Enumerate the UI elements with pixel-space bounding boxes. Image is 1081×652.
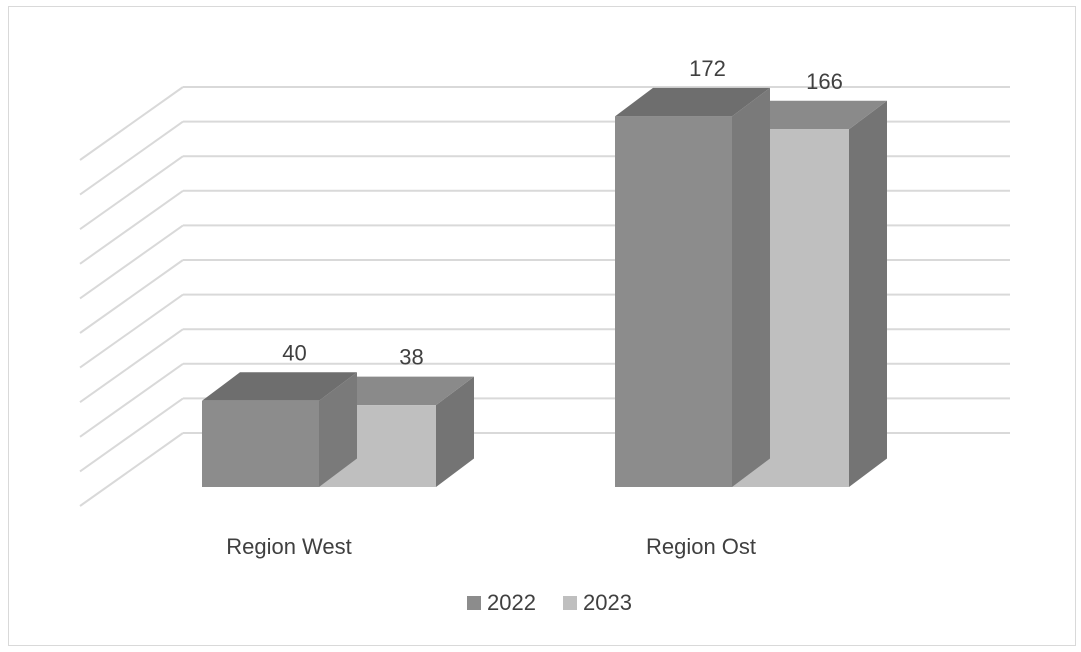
legend-swatch (467, 596, 481, 610)
data-label: 166 (806, 69, 843, 94)
data-label: 172 (689, 56, 726, 81)
bar-side (849, 100, 887, 488)
gridline-side (79, 155, 184, 231)
bar-front (202, 400, 319, 487)
gridline-side (79, 328, 184, 404)
bar-side (732, 87, 770, 487)
category-label: Region Ost (646, 534, 756, 559)
bar-top (202, 372, 357, 401)
legend-label: 2023 (583, 590, 632, 615)
gridline-side (79, 432, 184, 507)
legend: 2022 2023 (467, 590, 632, 615)
legend-swatch (563, 596, 577, 610)
data-labels: 40 38 172 166 (282, 56, 843, 370)
gridline-side (79, 293, 184, 369)
data-label: 40 (282, 340, 306, 365)
gridline-side (79, 259, 184, 334)
bar-side (436, 376, 474, 487)
gridline-side (79, 86, 184, 161)
chart-area (8, 6, 1076, 646)
gridline-side (79, 189, 184, 265)
gridline-side (79, 120, 184, 196)
bar-2022-0 (202, 372, 357, 487)
gridline-side (79, 397, 184, 473)
gridline-side (79, 224, 184, 300)
legend-label: 2022 (487, 590, 536, 615)
gridline-side (79, 362, 184, 438)
bar-2022-1 (615, 87, 770, 487)
category-label: Region West (226, 534, 352, 559)
category-labels: Region West Region Ost (226, 534, 756, 559)
bar-top (615, 87, 770, 117)
bar-top (319, 376, 474, 406)
bar-front (615, 116, 732, 487)
bar-top (732, 100, 887, 130)
data-label: 38 (399, 345, 423, 370)
bars (202, 87, 887, 488)
bar-side (319, 372, 357, 487)
